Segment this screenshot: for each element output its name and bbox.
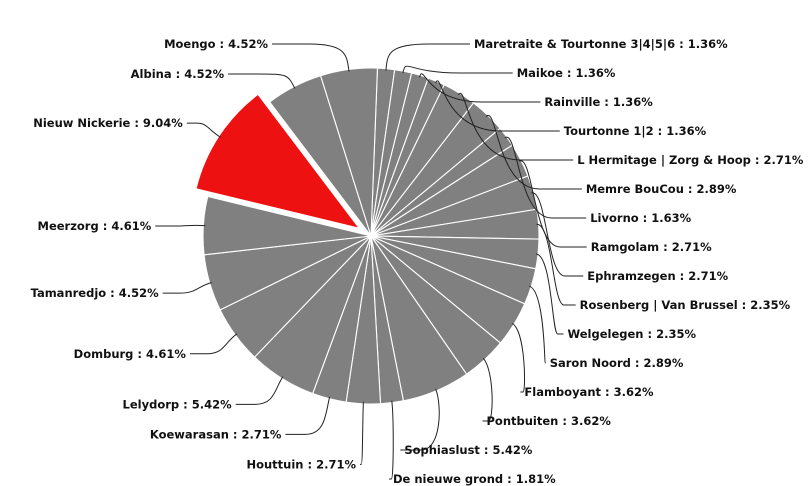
leader-memre-boucou — [485, 114, 582, 190]
label-memre-boucou: Memre BouCou : 2.89% — [586, 182, 737, 196]
leader-rosenberg-van-brussel — [536, 223, 576, 306]
leader-tourtonne-1-2 — [435, 80, 560, 132]
label-albina: Albina : 4.52% — [131, 67, 225, 81]
leader-livorno — [504, 136, 587, 219]
label-rosenberg-van-brussel: Rosenberg | Van Brussel : 2.35% — [580, 298, 791, 312]
label-moengo: Moengo : 4.52% — [164, 37, 268, 51]
label-l-hermitage-zorg-hoop: L Hermitage | Zorg & Hoop : 2.71% — [577, 153, 804, 167]
leader-welgelegen — [535, 253, 564, 335]
leader-maretraite-tourtonne-3-4-5-6 — [385, 43, 470, 71]
label-domburg: Domburg : 4.61% — [74, 347, 187, 361]
leader-houttuin — [360, 401, 364, 465]
leader-moengo — [272, 43, 350, 72]
label-lelydorp: Lelydorp : 5.42% — [123, 397, 233, 411]
leader-nieuw-nickerie — [186, 122, 221, 138]
slice-labels: Maretraite & Tourtonne 3|4|5|6 : 1.36% Ma… — [31, 37, 804, 486]
label-tamanredjo: Tamanredjo : 4.52% — [31, 286, 160, 300]
leader-saron-noord — [528, 285, 546, 364]
label-houttuin: Houttuin : 2.71% — [246, 457, 356, 471]
leader-meerzorg — [155, 224, 206, 227]
leader-sophiaslust — [400, 388, 440, 451]
leader-domburg — [189, 333, 238, 355]
leader-ramgolam — [518, 160, 587, 248]
label-welgelegen: Welgelegen : 2.35% — [567, 327, 696, 341]
leader-lines — [155, 43, 587, 480]
leader-flamboyant — [511, 322, 526, 393]
label-maikoe: Maikoe : 1.36% — [517, 66, 616, 80]
label-pontbuiten: Pontbuiten : 3.62% — [486, 414, 611, 428]
label-saron-noord: Saron Noord : 2.89% — [550, 356, 684, 370]
label-rainville: Rainville : 1.36% — [544, 95, 653, 109]
label-ephramzegen: Ephramzegen : 2.71% — [587, 269, 728, 283]
leader-de-nieuwe-grond — [389, 400, 394, 480]
label-livorno: Livorno : 1.63% — [590, 211, 691, 225]
label-nieuw-nickerie: Nieuw Nickerie : 9.04% — [33, 116, 183, 130]
leader-lelydorp — [235, 376, 284, 405]
label-maretraite-tourtonne-3-4-5-6: Maretraite & Tourtonne 3|4|5|6 : 1.36% — [474, 37, 728, 51]
label-flamboyant: Flamboyant : 3.62% — [524, 385, 654, 399]
label-meerzorg: Meerzorg : 4.61% — [38, 219, 152, 233]
leader-tamanredjo — [162, 282, 212, 294]
leader-l-hermitage-zorg-hoop — [457, 92, 574, 161]
label-sophiaslust: Sophiaslust : 5.42% — [404, 443, 533, 457]
label-koewarasan: Koewarasan : 2.71% — [150, 427, 282, 441]
label-tourtonne-1-2: Tourtonne 1|2 : 1.36% — [564, 124, 707, 138]
label-de-nieuwe-grond: De nieuwe grond : 1.81% — [393, 472, 556, 486]
leader-koewarasan — [285, 396, 331, 435]
leader-pontbuiten — [482, 357, 493, 422]
pie-slices — [195, 67, 540, 405]
leader-rainville — [419, 73, 541, 103]
leader-ephramzegen — [531, 192, 584, 277]
label-ramgolam: Ramgolam : 2.71% — [591, 240, 712, 254]
leader-maikoe — [402, 65, 513, 74]
leader-albina — [228, 73, 296, 89]
